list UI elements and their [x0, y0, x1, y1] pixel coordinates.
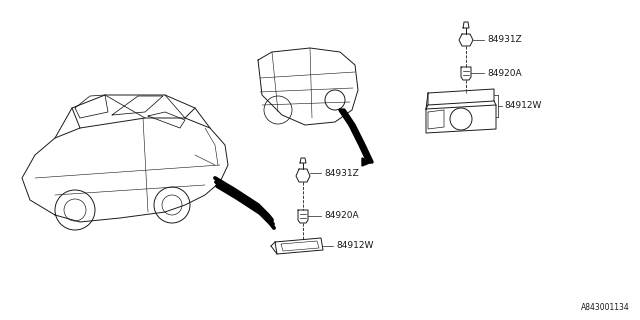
Text: 84920A: 84920A	[487, 68, 522, 77]
Text: 84931Z: 84931Z	[324, 169, 359, 178]
Text: 84912W: 84912W	[504, 101, 541, 110]
Text: 84931Z: 84931Z	[487, 36, 522, 44]
Text: A843001134: A843001134	[581, 303, 630, 312]
Text: 84920A: 84920A	[324, 212, 358, 220]
Text: 84912W: 84912W	[336, 242, 373, 251]
Polygon shape	[362, 158, 372, 166]
